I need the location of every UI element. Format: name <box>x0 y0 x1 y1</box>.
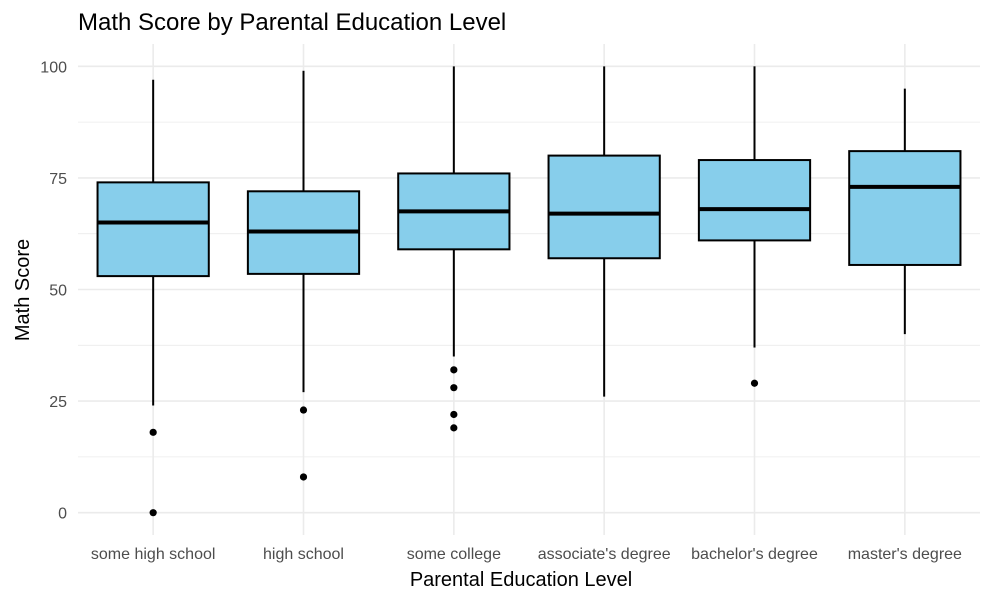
outlier-point <box>299 406 308 414</box>
iqr-box <box>96 181 210 278</box>
outlier-point <box>450 410 458 419</box>
outlier-point <box>149 509 157 517</box>
y-axis-ticks: 0 25 50 75 100 <box>40 59 67 522</box>
x-tick-label: bachelor's degree <box>691 546 818 563</box>
box-3 <box>547 66 661 397</box>
y-tick-label: 50 <box>49 283 67 300</box>
iqr-box <box>848 150 962 266</box>
outlier-point <box>299 473 308 481</box>
chart-title: Math Score by Parental Education Level <box>78 9 506 36</box>
x-tick-label: some college <box>407 546 501 563</box>
outlier-point <box>450 366 458 374</box>
grid-lines <box>78 44 980 535</box>
outlier-point <box>450 424 458 432</box>
box-4 <box>697 66 812 387</box>
x-tick-label: high school <box>263 546 344 563</box>
boxes <box>96 66 962 517</box>
x-tick-label: some high school <box>91 546 216 563</box>
y-tick-label: 0 <box>58 506 67 523</box>
iqr-box <box>547 154 661 260</box>
y-tick-label: 25 <box>49 394 67 411</box>
outlier-point <box>450 384 458 392</box>
box-0 <box>96 79 210 517</box>
outlier-point <box>149 428 157 436</box>
x-tick-label: master's degree <box>848 546 962 563</box>
y-axis-title: Math Score <box>12 239 34 341</box>
x-axis-ticks: some high school high school some college a… <box>91 546 962 563</box>
box-5 <box>848 88 962 335</box>
y-tick-label: 75 <box>49 171 67 188</box>
outlier-point <box>750 379 759 387</box>
x-axis-title: Parental Education Level <box>410 569 632 591</box>
y-tick-label: 100 <box>40 59 67 76</box>
box-1 <box>246 70 361 481</box>
x-tick-label: associate's degree <box>538 546 671 563</box>
iqr-box <box>697 159 812 242</box>
box-2 <box>397 66 511 432</box>
